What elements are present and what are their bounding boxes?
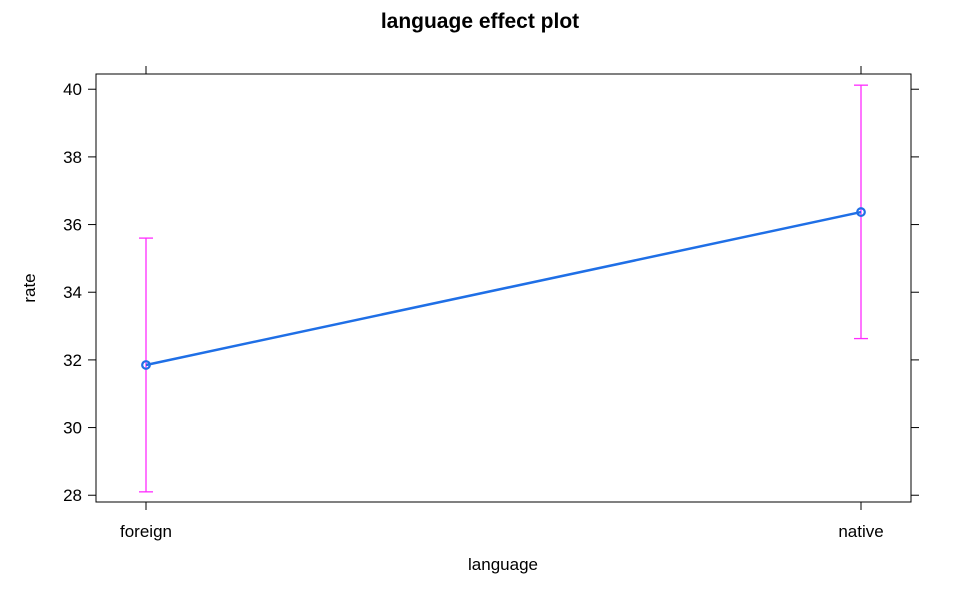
y-axis-label: rate (20, 273, 39, 302)
x-tick-label-foreign: foreign (120, 522, 172, 541)
y-tick-label: 36 (63, 216, 82, 235)
y-tick-label: 38 (63, 148, 82, 167)
plot-frame (95, 73, 912, 503)
series-line (145, 210, 862, 367)
y-tick-label: 32 (63, 351, 82, 370)
chart-title: language effect plot (381, 10, 579, 33)
y-tick-label: 30 (63, 419, 82, 438)
plot-marks (139, 84, 868, 493)
x-axis: foreign native (120, 66, 884, 541)
x-tick-label-native: native (838, 522, 883, 541)
y-axis: 28 30 32 34 36 38 40 (63, 80, 919, 505)
y-tick-label: 28 (63, 486, 82, 505)
y-tick-label: 34 (63, 283, 82, 302)
data-point-native (856, 207, 866, 217)
data-point-foreign (141, 360, 151, 370)
x-axis-label: language (468, 555, 538, 574)
y-tick-label: 40 (63, 80, 82, 99)
